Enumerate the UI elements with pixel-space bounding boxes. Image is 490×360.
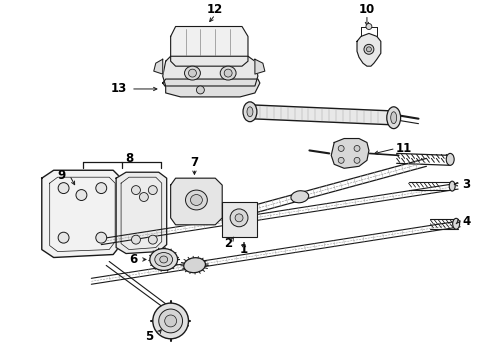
Circle shape	[140, 193, 148, 202]
Circle shape	[230, 209, 248, 227]
Text: 2: 2	[224, 237, 232, 250]
Ellipse shape	[446, 153, 454, 165]
Ellipse shape	[160, 256, 168, 263]
Text: 5: 5	[145, 330, 153, 343]
Polygon shape	[163, 56, 258, 86]
Circle shape	[148, 186, 157, 194]
Circle shape	[354, 157, 360, 163]
Text: 3: 3	[462, 177, 470, 191]
Circle shape	[76, 190, 87, 201]
Circle shape	[367, 47, 371, 52]
Ellipse shape	[387, 107, 401, 129]
Ellipse shape	[184, 258, 205, 273]
Ellipse shape	[189, 69, 196, 77]
Circle shape	[96, 183, 107, 194]
Text: 12: 12	[207, 3, 223, 16]
Circle shape	[196, 86, 204, 94]
Circle shape	[58, 183, 69, 194]
Polygon shape	[171, 178, 222, 225]
Polygon shape	[171, 27, 248, 66]
Ellipse shape	[191, 194, 202, 206]
Text: 10: 10	[359, 3, 375, 16]
Ellipse shape	[291, 191, 309, 203]
Ellipse shape	[150, 248, 177, 270]
Ellipse shape	[247, 107, 253, 117]
Ellipse shape	[186, 190, 207, 210]
Polygon shape	[250, 105, 389, 125]
Polygon shape	[163, 79, 260, 97]
Text: 1: 1	[240, 243, 248, 256]
Circle shape	[159, 309, 183, 333]
Circle shape	[131, 235, 141, 244]
Circle shape	[235, 214, 243, 222]
Polygon shape	[116, 172, 167, 253]
Polygon shape	[255, 59, 265, 74]
Ellipse shape	[224, 69, 232, 77]
Circle shape	[153, 303, 189, 339]
Polygon shape	[154, 59, 163, 74]
Ellipse shape	[449, 181, 455, 191]
Circle shape	[338, 157, 344, 163]
Ellipse shape	[453, 218, 460, 229]
Circle shape	[148, 235, 157, 244]
Circle shape	[338, 145, 344, 152]
Text: 7: 7	[191, 156, 198, 169]
Text: 9: 9	[57, 169, 66, 182]
Circle shape	[165, 315, 176, 327]
FancyBboxPatch shape	[222, 202, 257, 237]
Circle shape	[96, 232, 107, 243]
Ellipse shape	[220, 66, 236, 80]
Text: 13: 13	[111, 82, 127, 95]
Circle shape	[354, 145, 360, 152]
Circle shape	[366, 23, 372, 30]
Circle shape	[58, 232, 69, 243]
Polygon shape	[42, 170, 121, 257]
Ellipse shape	[243, 102, 257, 122]
Circle shape	[364, 44, 374, 54]
Ellipse shape	[391, 112, 397, 124]
Polygon shape	[331, 139, 369, 168]
Polygon shape	[357, 33, 381, 66]
Text: 11: 11	[395, 142, 412, 155]
Ellipse shape	[185, 66, 200, 80]
Text: 4: 4	[462, 215, 470, 228]
Text: 6: 6	[129, 253, 137, 266]
Circle shape	[131, 186, 141, 194]
Ellipse shape	[155, 252, 172, 266]
Text: 8: 8	[125, 152, 133, 165]
